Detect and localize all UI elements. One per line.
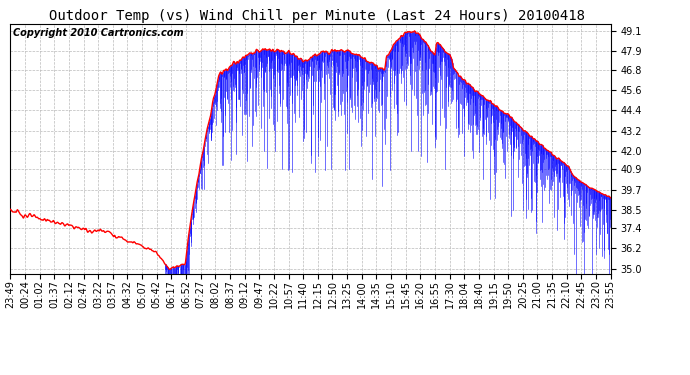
Text: Copyright 2010 Cartronics.com: Copyright 2010 Cartronics.com bbox=[13, 28, 184, 38]
Text: Outdoor Temp (vs) Wind Chill per Minute (Last 24 Hours) 20100418: Outdoor Temp (vs) Wind Chill per Minute … bbox=[50, 9, 585, 23]
